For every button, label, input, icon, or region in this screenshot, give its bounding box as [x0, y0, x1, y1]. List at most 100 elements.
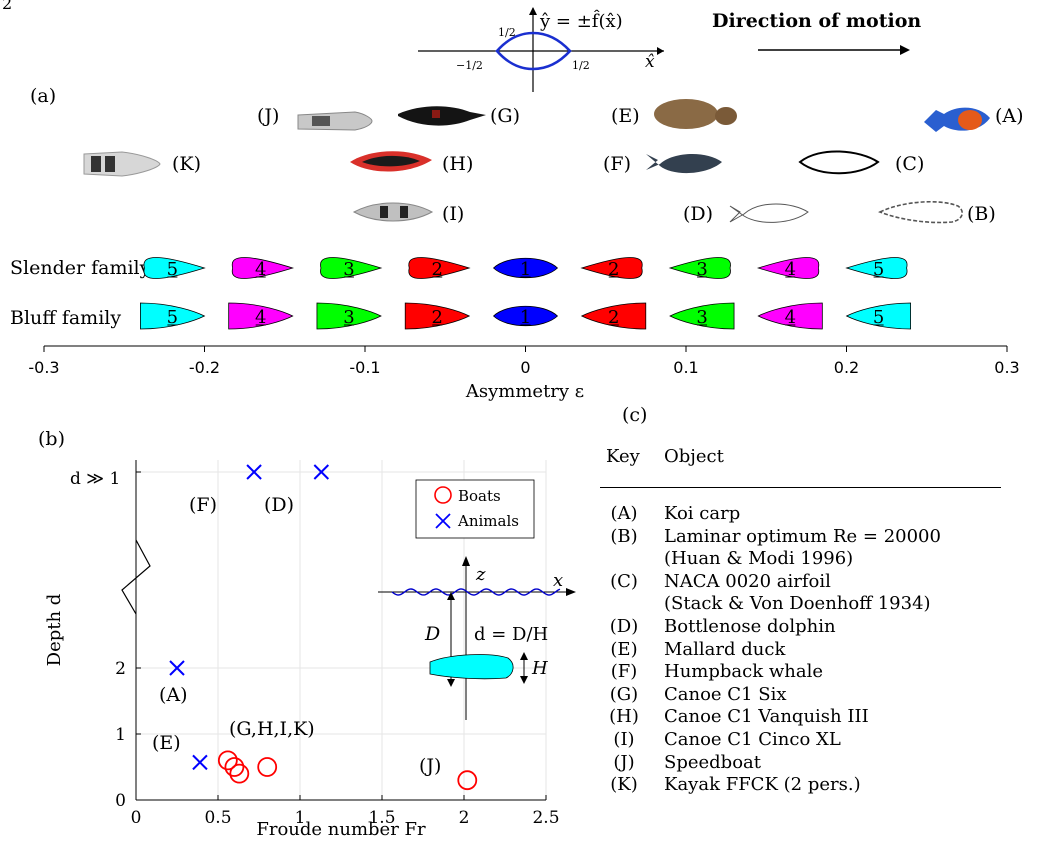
shape-x-label: x̂ [645, 52, 655, 72]
family-shape [580, 302, 647, 330]
shape-tick-pos: 1/2 [572, 59, 590, 72]
inset-height-label: H [531, 658, 548, 679]
object-d-dolphin [729, 203, 809, 223]
family-shape-number: 5 [873, 259, 884, 280]
inset-d-equation: d = D/H [474, 624, 548, 645]
object-label-j: (J) [257, 105, 279, 127]
plot-xlabel: Froude number Fr [256, 819, 426, 840]
object-label-d: (D) [683, 203, 713, 225]
object-label-c: (C) [895, 153, 924, 175]
family-shape [228, 302, 294, 330]
table-object: Speedboat [664, 751, 762, 773]
froude-depth-plot: (b) 0 0.5 1 1.5 2 2.5 0 1 2 d ≫ 1 (F) (D) (A) (E… [38, 428, 576, 840]
shape-y-arrow [529, 7, 537, 15]
table-key: (D) [609, 616, 639, 637]
asymmetry-tick-label: -0.1 [349, 358, 380, 377]
legend-boats-label: Boats [458, 487, 501, 505]
object-b-laminar [878, 200, 964, 224]
y-tick-label: 2 [115, 659, 126, 679]
object-k-kayak [83, 151, 161, 177]
family-shape [845, 257, 908, 279]
family-shape-number: 3 [696, 307, 707, 328]
object-label-e: (E) [611, 105, 640, 127]
inset-body [429, 654, 514, 680]
asymmetry-tick-label: 0.1 [673, 358, 698, 377]
boat-point [229, 763, 250, 784]
x-tick-label: 2 [459, 808, 470, 828]
table-header-key: Key [606, 446, 640, 467]
object-h-canoe [350, 151, 432, 172]
annotation-ghik: (G,H,I,K) [229, 718, 315, 740]
table-object: Bottlenose dolphin [664, 616, 836, 637]
bluff-family-label: Bluff family [10, 307, 121, 329]
shape-equation: ŷ = ±f̂(x̂) [539, 9, 623, 32]
family-shape [668, 257, 731, 279]
family-shape-number: 3 [343, 259, 354, 280]
water-surface [391, 588, 561, 596]
family-shape-number: 1 [520, 307, 531, 328]
table-object: NACA 0020 airfoil [664, 570, 831, 592]
table-object: Kayak FFCK (2 pers.) [664, 774, 861, 796]
inset-x-label: x [553, 570, 563, 591]
table-object: Humpback whale [664, 661, 823, 683]
top-figure: ŷ = ±f̂(x̂) x̂ 1/2 −1/2 1/2 Direction of… [30, 7, 1024, 225]
family-shape [492, 257, 559, 279]
boat-point [257, 757, 278, 777]
object-label-k: (K) [172, 153, 201, 175]
table-key: (I) [613, 729, 635, 750]
asymmetry-ticks: -0.3 -0.2 -0.1 0 0.1 0.2 0.3 [28, 346, 1020, 377]
axis-break [121, 539, 151, 615]
family-shape [757, 302, 823, 330]
plot-legend: Boats Animals [415, 479, 535, 539]
family-shape [316, 302, 382, 330]
plot-points [169, 464, 478, 791]
table-object: Mallard duck [664, 638, 786, 660]
family-shape [143, 257, 206, 279]
legend-boats-marker [434, 486, 452, 504]
boat-point [224, 757, 245, 777]
asymmetry-tick-label: 0 [520, 358, 530, 377]
inset-depth-label: D [424, 623, 440, 645]
table-key: (C) [610, 570, 638, 592]
asymmetry-tick-label: 0.3 [994, 358, 1019, 377]
animal-point [192, 754, 208, 771]
family-shape-number: 1 [520, 259, 531, 280]
family-shape [492, 305, 559, 327]
family-shape-number: 4 [255, 307, 266, 328]
slender-family-label: Slender family [10, 257, 151, 279]
family-shape [669, 302, 735, 330]
shape-tick-neg: −1/2 [456, 59, 483, 72]
y-tick-label: 1 [115, 725, 126, 745]
object-c-airfoil [798, 150, 880, 175]
legend-animals-marker [435, 513, 451, 529]
table-object: (Stack & Von Doenhoff 1934) [664, 593, 931, 615]
annotation-d: (D) [264, 494, 294, 516]
object-i-canoe [352, 202, 434, 222]
object-label-g: (G) [490, 105, 520, 127]
table-object: Koi carp [664, 503, 741, 524]
asymmetry-xlabel: Asymmetry ε [465, 381, 584, 402]
object-f-whale [646, 153, 722, 174]
page-number: 2 [2, 0, 13, 13]
table-object: Laminar optimum Re = 20000 [664, 525, 941, 547]
y-tick-label: 0 [115, 791, 126, 811]
table-key: (G) [609, 683, 639, 705]
x-tick-label: 0.5 [204, 808, 231, 828]
x-tick-label: 0 [131, 808, 142, 828]
depth-inset: z x D d = D/H H [378, 556, 576, 720]
y-top-tick: d ≫ 1 [70, 469, 120, 489]
object-label-h: (H) [442, 153, 473, 175]
family-shape-number: 5 [873, 307, 884, 328]
shape-y-tick: 1/2 [498, 26, 516, 39]
family-shape [140, 302, 206, 330]
family-shape [580, 257, 643, 279]
asymmetry-tick-label: 0.2 [834, 358, 859, 377]
table-object: Canoe C1 Vanquish III [664, 706, 869, 728]
object-g-canoe [398, 106, 486, 126]
object-label-b: (B) [967, 203, 996, 225]
shape-x-arrow [657, 47, 664, 55]
family-shape [404, 302, 471, 330]
table-object: Canoe C1 Cinco XL [664, 729, 841, 750]
x-tick-label: 1 [295, 808, 306, 828]
family-shape-number: 4 [255, 259, 266, 280]
